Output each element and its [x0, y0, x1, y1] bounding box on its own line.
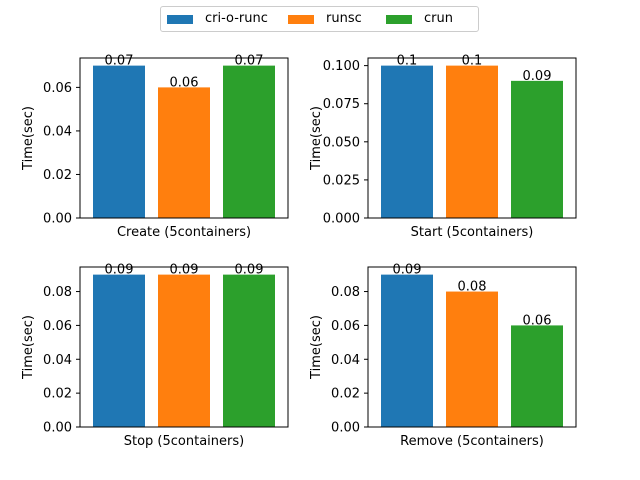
bar-cri-o-runc [93, 65, 145, 218]
y-tick-label: 0.02 [43, 387, 72, 402]
bar-runsc [158, 87, 210, 218]
bar-value-label: 0.07 [105, 54, 134, 69]
bar-value-label: 0.09 [105, 263, 134, 278]
legend-item-cri-o-runc: cri-o-runc [167, 12, 268, 26]
bar-value-label: 0.06 [523, 313, 552, 328]
bar-value-label: 0.07 [235, 54, 264, 69]
legend-swatch-crun [386, 14, 412, 24]
y-tick-label: 0.00 [331, 421, 360, 436]
y-tick-label: 0.025 [323, 173, 360, 188]
bar-value-label: 0.09 [393, 263, 422, 278]
legend-item-runsc: runsc [288, 12, 362, 26]
x-axis-label: Start (5containers) [411, 225, 534, 240]
x-axis-label: Create (5containers) [117, 225, 251, 240]
y-tick-label: 0.00 [43, 212, 72, 227]
legend-label-crun: crun [424, 11, 453, 26]
bar-value-label: 0.08 [458, 280, 487, 295]
axes-frame [79, 57, 289, 219]
y-tick-label: 0.06 [331, 319, 360, 334]
y-tick-label: 0.02 [331, 387, 360, 402]
legend-swatch-runsc [288, 14, 314, 24]
legend-item-crun: crun [386, 12, 453, 26]
bar-crun [223, 274, 275, 427]
bar-runsc [446, 291, 498, 427]
axes-frame [367, 266, 577, 428]
y-axis-label: Time(sec) [309, 106, 324, 171]
legend-swatch-cri-o-runc [167, 14, 193, 24]
bar-cri-o-runc [381, 65, 433, 218]
x-axis-label: Remove (5containers) [400, 434, 544, 449]
legend-label-cri-o-runc: cri-o-runc [205, 11, 268, 26]
legend-label-runsc: runsc [326, 11, 362, 26]
y-tick-label: 0.06 [43, 81, 72, 96]
bar-value-label: 0.1 [462, 54, 483, 69]
bar-crun [511, 80, 563, 218]
y-axis-label: Time(sec) [309, 315, 324, 380]
bar-value-label: 0.09 [523, 69, 552, 84]
y-tick-label: 0.08 [43, 285, 72, 300]
bar-runsc [158, 274, 210, 427]
axes-frame [367, 57, 577, 219]
bar-cri-o-runc [381, 274, 433, 427]
y-tick-label: 0.00 [43, 421, 72, 436]
x-axis-label: Stop (5containers) [124, 434, 244, 449]
bar-crun [223, 65, 275, 218]
bar-value-label: 0.1 [397, 54, 418, 69]
bar-value-label: 0.09 [170, 263, 199, 278]
bar-runsc [446, 65, 498, 218]
bar-cri-o-runc [93, 274, 145, 427]
y-tick-label: 0.04 [43, 124, 72, 139]
y-tick-label: 0.04 [43, 353, 72, 368]
axes-frame [79, 266, 289, 428]
bar-value-label: 0.06 [170, 75, 199, 90]
y-tick-label: 0.08 [331, 285, 360, 300]
bar-crun [511, 325, 563, 427]
y-tick-label: 0.050 [323, 135, 360, 150]
y-tick-label: 0.100 [323, 59, 360, 74]
y-tick-label: 0.04 [331, 353, 360, 368]
y-tick-label: 0.000 [323, 212, 360, 227]
legend: cri-o-runc runsc crun [160, 6, 479, 32]
y-tick-label: 0.075 [323, 97, 360, 112]
y-axis-label: Time(sec) [21, 106, 36, 171]
y-tick-label: 0.06 [43, 319, 72, 334]
y-axis-label: Time(sec) [21, 315, 36, 380]
bar-value-label: 0.09 [235, 263, 264, 278]
y-tick-label: 0.02 [43, 168, 72, 183]
